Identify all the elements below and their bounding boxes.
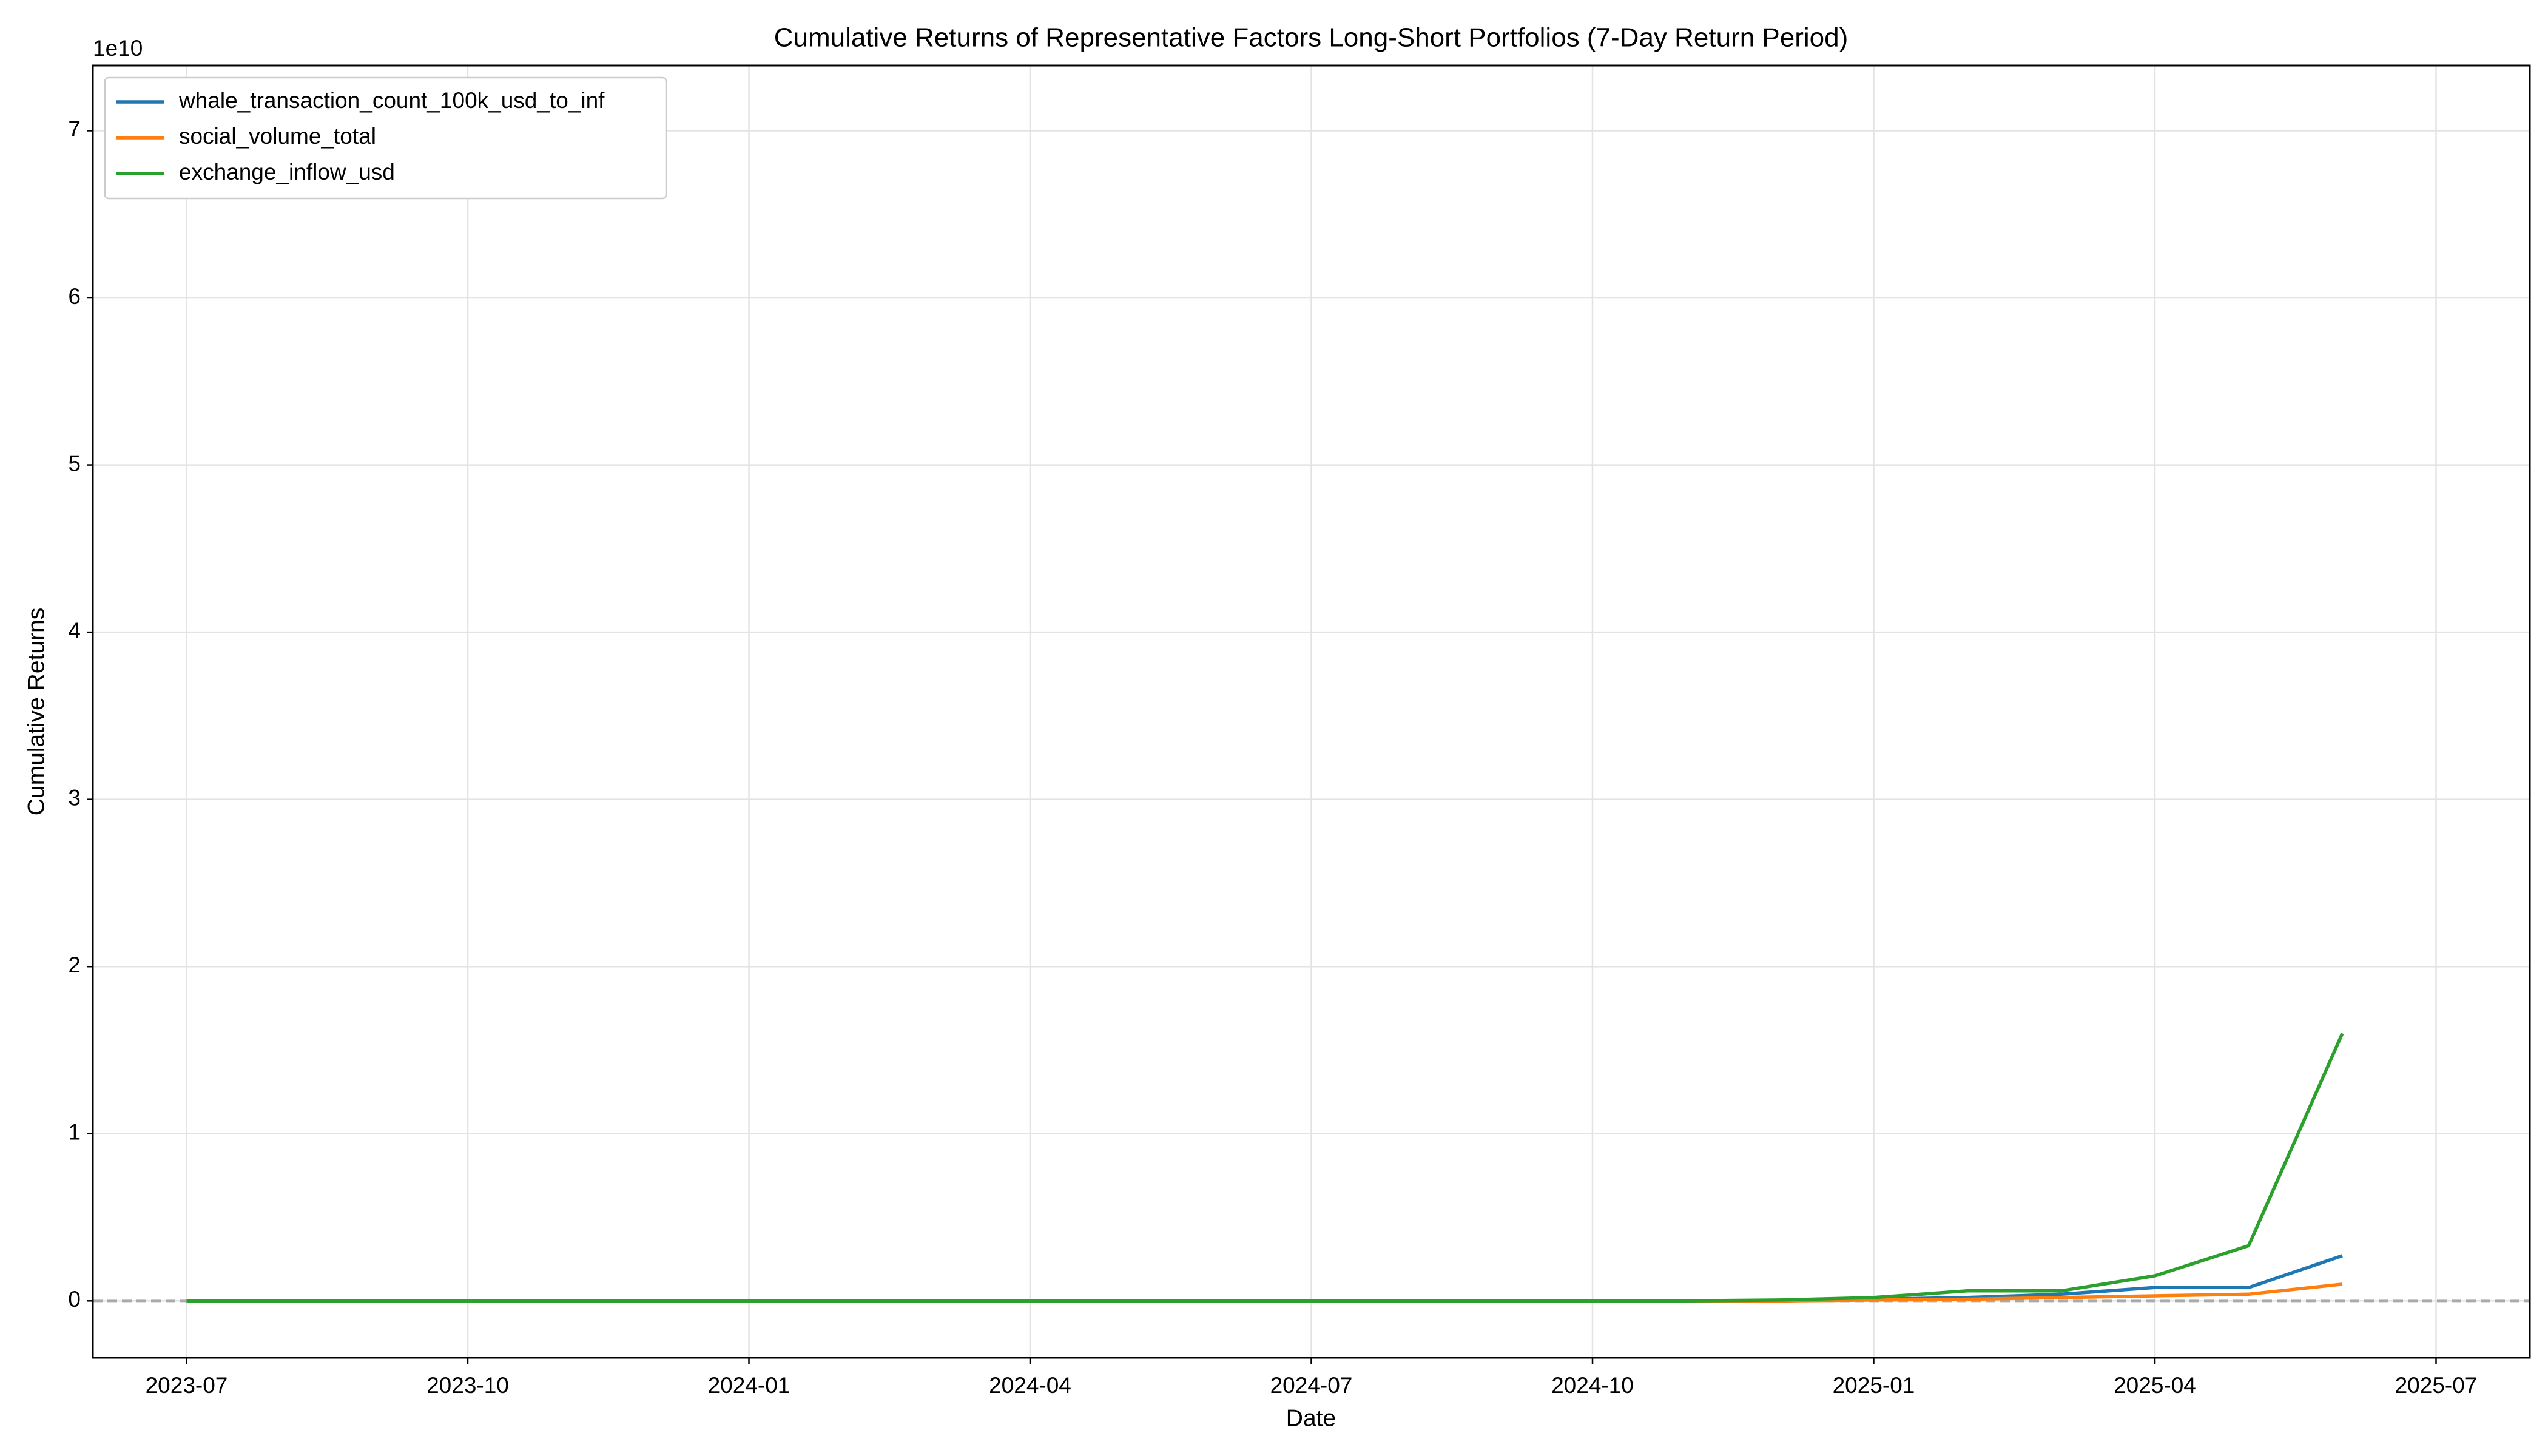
x-tick-label: 2024-07 — [1270, 1373, 1353, 1398]
series-line — [186, 1254, 2343, 1303]
y-tick-label: 6 — [68, 284, 81, 309]
legend-box — [104, 76, 667, 200]
x-axis-label: Date — [1286, 1405, 1336, 1431]
x-tick-label: 2024-04 — [989, 1373, 1071, 1398]
x-tick-label: 2023-07 — [146, 1373, 228, 1398]
plot-frame — [92, 64, 2531, 1359]
x-tick-label: 2024-10 — [1551, 1373, 1634, 1398]
chart-title: Cumulative Returns of Representative Fac… — [774, 23, 1849, 53]
y-axis-label: Cumulative Returns — [23, 608, 49, 815]
y-tick-label: 3 — [68, 785, 81, 810]
y-tick-label: 1 — [68, 1120, 81, 1145]
y-tick-label: 5 — [68, 451, 81, 476]
legend-label: whale_transaction_count_100k_usd_to_inf — [178, 88, 605, 113]
x-tick-label: 2025-04 — [2114, 1373, 2196, 1398]
legend-label: exchange_inflow_usd — [179, 160, 395, 184]
x-tick-label: 2025-07 — [2395, 1373, 2478, 1398]
series-line — [186, 1033, 2344, 1303]
x-tick-label: 2023-10 — [426, 1373, 509, 1398]
y-tick-label: 7 — [68, 116, 81, 141]
x-tick-label: 2025-01 — [1833, 1373, 1915, 1398]
y-tick-label: 4 — [68, 618, 81, 643]
x-tick-label: 2024-01 — [708, 1373, 790, 1398]
y-tick-label: 2 — [68, 952, 81, 977]
legend-label: social_volume_total — [179, 124, 376, 149]
y-offset-label: 1e10 — [93, 36, 143, 61]
y-tick-label: 0 — [68, 1287, 81, 1312]
legend: whale_transaction_count_100k_usd_to_infs… — [104, 76, 667, 200]
